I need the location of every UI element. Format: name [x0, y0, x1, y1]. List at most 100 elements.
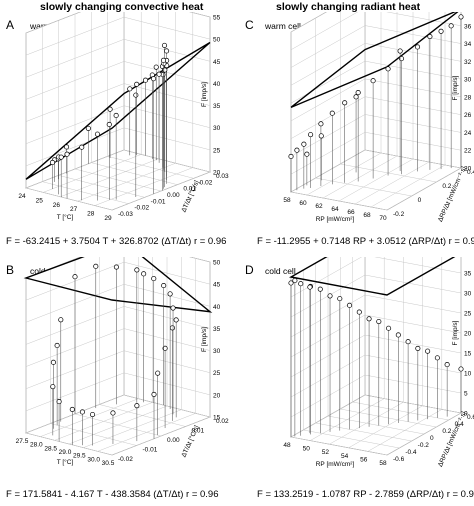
data-point	[438, 28, 444, 34]
y-tick-label: 0.02	[216, 418, 229, 425]
data-point	[427, 33, 433, 40]
data-point	[93, 263, 99, 269]
data-point	[169, 325, 176, 331]
data-point	[72, 274, 78, 280]
data-point	[110, 410, 116, 416]
z-axis-label: F [imp/s]	[452, 75, 459, 100]
data-point	[458, 366, 464, 372]
data-point	[301, 141, 307, 147]
y-tick-label: -0.2	[393, 211, 405, 218]
y-axis-label: ΔT/Δt [°C/s]	[179, 424, 200, 459]
z-tick-label: 38	[464, 12, 472, 13]
z-tick-label: 26	[464, 112, 472, 119]
data-point	[173, 317, 179, 323]
z-tick-label: 50	[213, 260, 221, 267]
regression-equation: F = -11.2955 + 0.7148 RP + 3.0512 (ΔRP/Δ…	[257, 236, 474, 247]
data-point	[151, 276, 157, 282]
data-point	[318, 133, 324, 139]
x-tick-label: 28.0	[30, 442, 43, 449]
x-tick-label: 58	[283, 197, 291, 204]
data-point	[133, 92, 139, 98]
x-tick-label: 24	[18, 193, 26, 200]
z-tick-labels: 20 22 24 26 28 30 32 34 36 38	[464, 12, 472, 173]
y-tick-label: -0.2	[418, 442, 430, 449]
y-tick-label: 0.6	[467, 414, 474, 421]
x-tick-labels: 70 68 66 64 62 60 58	[283, 197, 387, 222]
data-point	[434, 355, 440, 361]
data-point	[161, 283, 167, 289]
data-point	[385, 66, 391, 72]
z-tick-label: 50	[213, 37, 221, 44]
data-point	[151, 76, 157, 82]
data-point	[329, 110, 335, 116]
regression-plane	[290, 12, 459, 108]
z-tick-label: 45	[213, 59, 221, 66]
left-column-title: slowly changing convective heat	[40, 1, 204, 13]
x-axis-label: T [°C]	[57, 458, 74, 466]
z-axis-label: F [imp/s]	[201, 82, 208, 107]
x-tick-label: 48	[283, 442, 291, 449]
data-point	[444, 362, 450, 368]
data-point	[58, 154, 64, 160]
data-point	[405, 339, 411, 345]
data-point	[127, 86, 133, 92]
z-tick-label: 25	[213, 370, 221, 377]
data-point	[342, 100, 348, 106]
data-point	[304, 151, 310, 157]
z-tick-label: 24	[464, 130, 472, 137]
data-point	[337, 296, 343, 302]
x-tick-label: 66	[347, 209, 355, 216]
z-tick-label: 40	[213, 304, 221, 311]
z-tick-label: 30	[464, 77, 472, 84]
data-series	[288, 14, 464, 192]
data-point	[414, 44, 421, 50]
grid-lines	[25, 12, 211, 211]
panel-d: D cold cell 0 5 10 15 20 25 30 35 40 58 56 54 52 50 48…	[237, 257, 474, 502]
box-walls	[290, 257, 462, 456]
plot-c: 20 22 24 26 28 30 32 34 36 38 70 68 66 64 62 60 58 -0.2 0 0…	[283, 12, 474, 223]
data-point	[56, 399, 62, 405]
data-point	[153, 64, 159, 70]
panel-letter: C	[245, 18, 254, 32]
z-tick-label: 20	[464, 166, 472, 173]
data-point	[327, 293, 333, 299]
x-tick-label: 60	[299, 200, 307, 207]
data-point	[113, 112, 119, 118]
z-tick-label: 35	[213, 103, 221, 110]
z-tick-labels: 15 20 25 30 35 40 45 50	[213, 260, 221, 422]
y-tick-label: 0.4	[467, 169, 474, 176]
y-tick-labels: -0.02 -0.01 0.00 0.01 0.02	[118, 418, 229, 463]
z-tick-label: 35	[213, 326, 221, 333]
z-tick-label: 55	[213, 15, 221, 22]
panel-a: A warm cell 2025303540455055292827262524…	[0, 12, 237, 257]
y-tick-label: -0.02	[118, 456, 133, 463]
data-point	[366, 316, 372, 322]
y-tick-label: -0.01	[143, 447, 158, 454]
data-series	[49, 42, 170, 201]
z-tick-label: 35	[464, 271, 472, 278]
data-point	[355, 90, 361, 96]
x-tick-label: 29.5	[73, 453, 86, 460]
z-tick-label: 30	[464, 291, 472, 298]
z-tick-label: 10	[464, 371, 472, 378]
z-tick-label: 22	[464, 148, 472, 155]
z-tick-label: 20	[213, 392, 221, 399]
plot-a: 20 25 30 35 40 45 50 55 29 28 27 26 25 24 -0.03-0.02-0…	[18, 12, 229, 222]
y-tick-label: -0.6	[393, 456, 405, 463]
panel-subtitle: warm cell	[265, 21, 301, 31]
z-tick-label: 34	[464, 41, 472, 48]
z-tick-label: 20	[464, 331, 472, 338]
data-point	[69, 406, 75, 412]
y-tick-label: 0.00	[167, 437, 180, 444]
regression-equation: F = 133.2519 - 1.0787 RP - 2.7859 (ΔRP/Δ…	[257, 489, 474, 500]
panel-letter: B	[6, 263, 15, 277]
data-point	[356, 309, 362, 315]
z-tick-label: 28	[464, 94, 472, 101]
data-point	[134, 403, 140, 409]
z-tick-label: 25	[213, 147, 221, 154]
data-point	[307, 284, 313, 290]
x-tick-label: 50	[303, 446, 311, 453]
x-tick-labels: 58 56 54 52 50 48	[283, 442, 387, 467]
x-tick-label: 30.0	[87, 456, 100, 463]
z-tick-label: 45	[213, 282, 221, 289]
